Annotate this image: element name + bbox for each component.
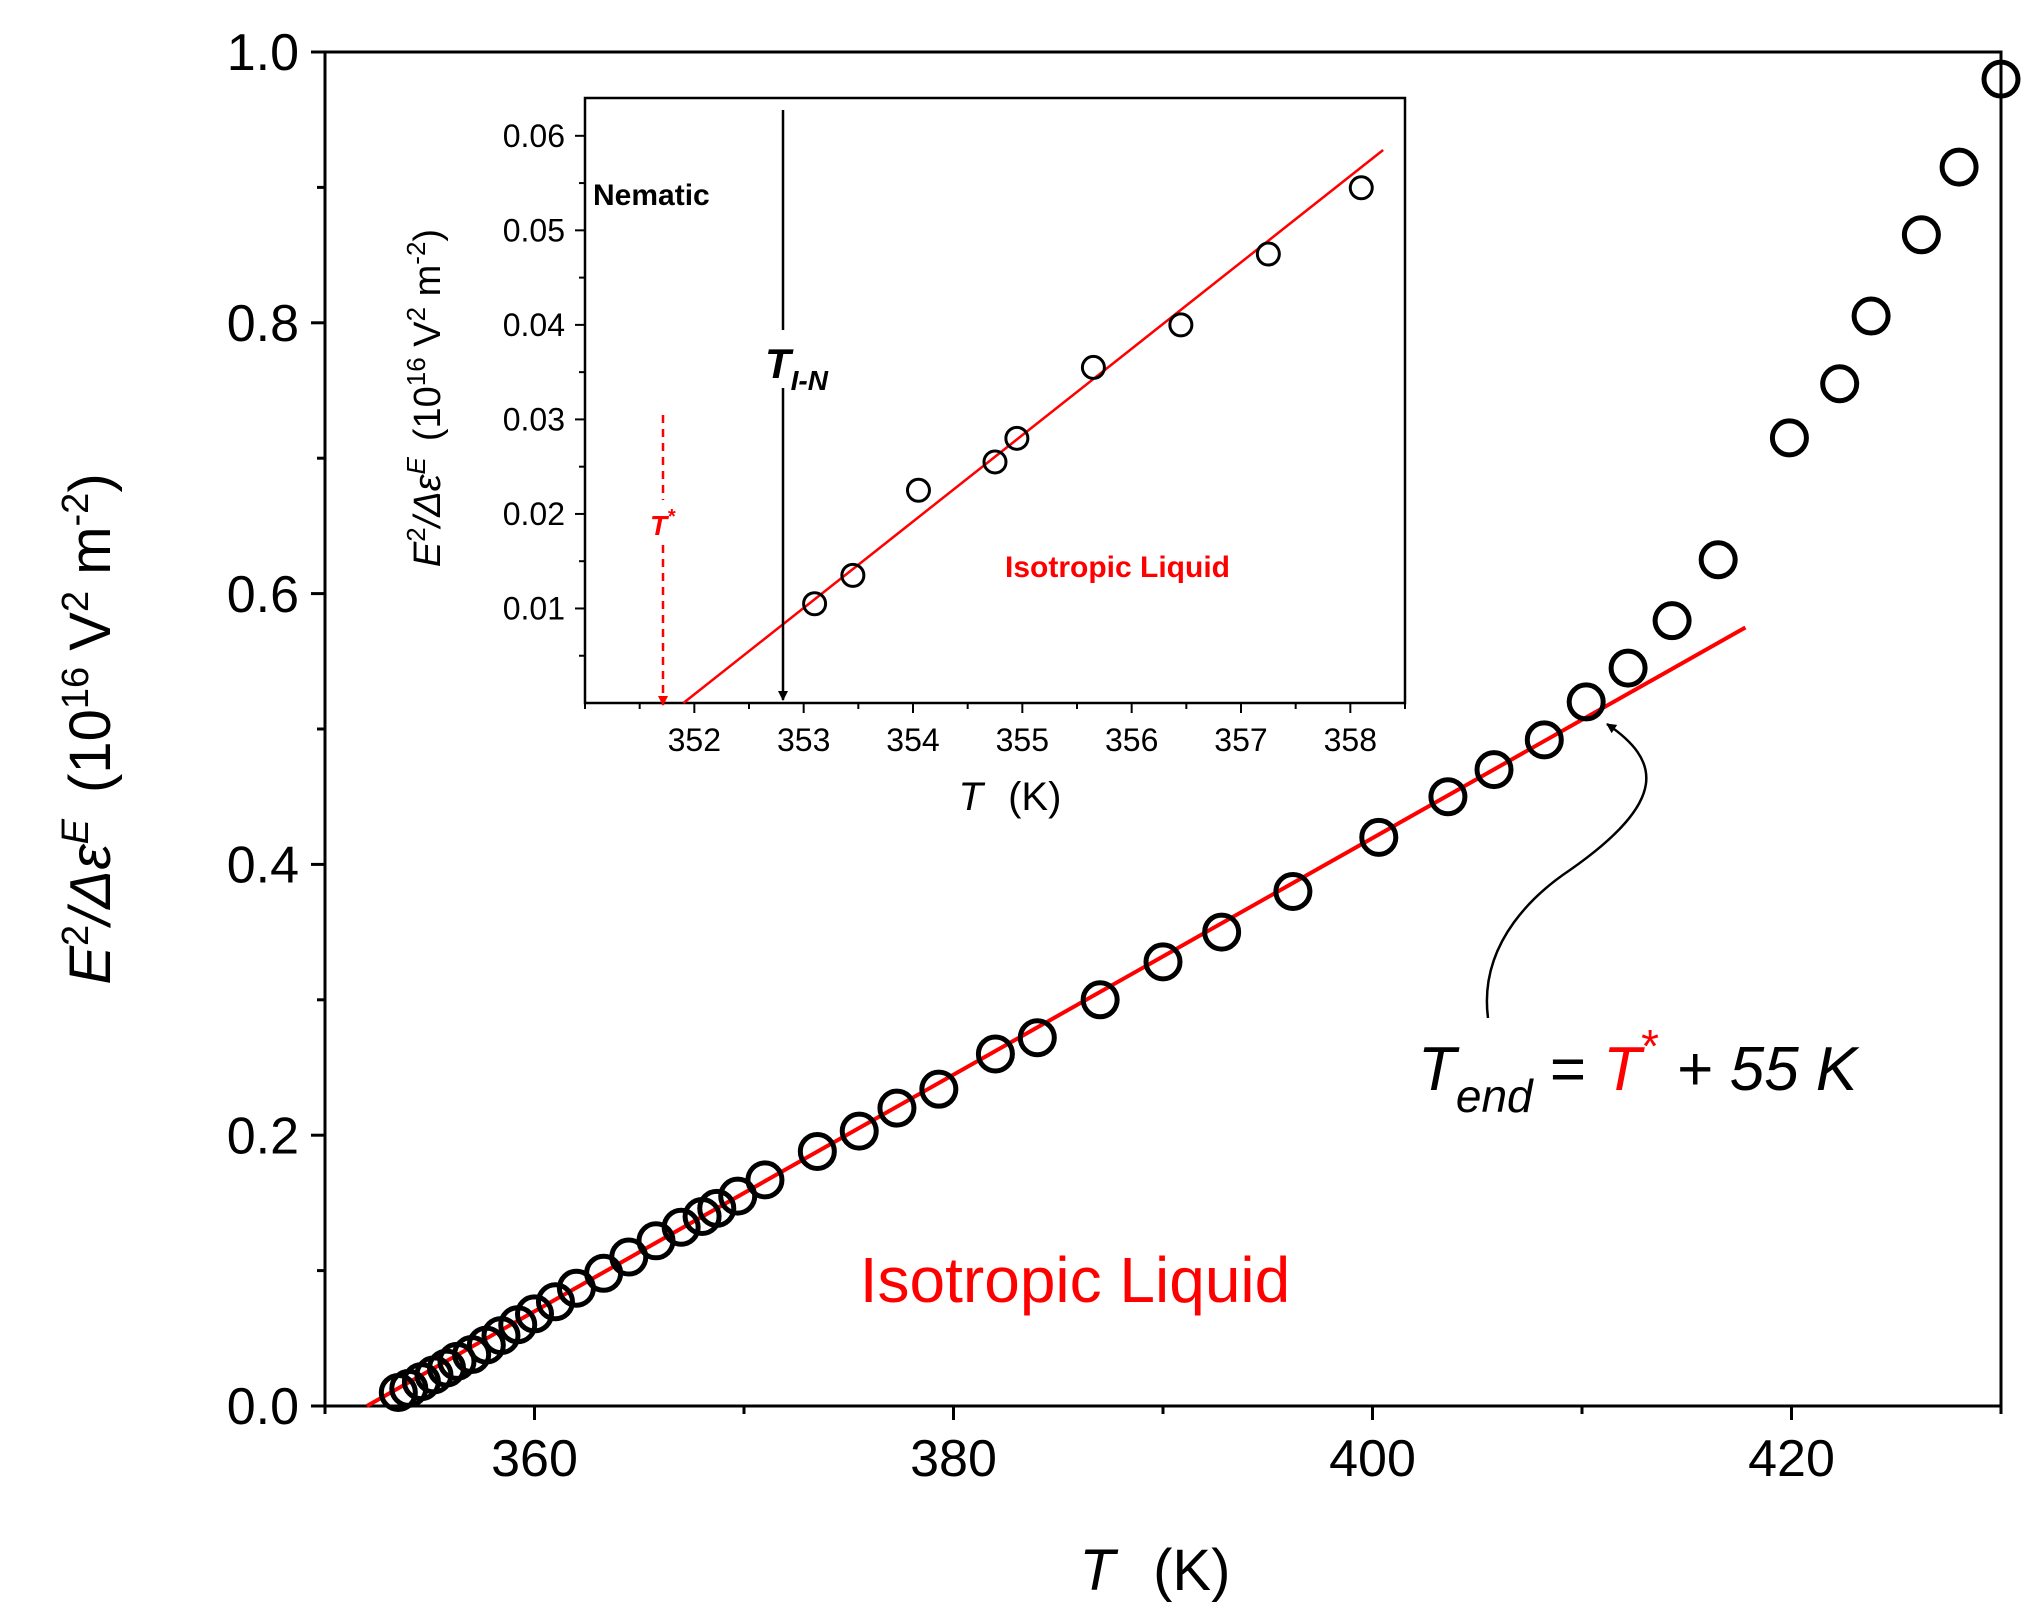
inset-x-axis-label: T (K) xyxy=(959,775,1062,819)
inset-x-tick-label: 356 xyxy=(1105,722,1158,758)
main-data-point xyxy=(877,1088,917,1128)
inset-data-point xyxy=(1004,425,1030,451)
inset-x-axis: 352 353 354 355 356 357 358 xyxy=(584,703,1406,758)
main-y-tick-label: 0.4 xyxy=(227,837,299,895)
main-data-point xyxy=(1202,912,1242,952)
main-data-point xyxy=(745,1160,785,1200)
main-data-point xyxy=(535,1282,575,1322)
main-x-axis: 360 380 400 420 xyxy=(323,1406,2003,1488)
main-fit-line-group xyxy=(365,625,1747,1408)
main-data-point xyxy=(1524,720,1564,760)
inset-y-tick-label: 0.03 xyxy=(503,402,565,438)
inset-x-tick-label: 352 xyxy=(668,722,721,758)
main-data-point xyxy=(661,1207,701,1247)
inset-nematic-label: Nematic xyxy=(593,179,710,212)
main-y-tick-label: 1.0 xyxy=(227,24,299,82)
tstar-label: T* xyxy=(650,506,676,541)
inset-y-tick-label: 0.05 xyxy=(503,213,565,249)
inset-plot-background xyxy=(585,98,1405,703)
inset-data-point xyxy=(1080,354,1106,380)
main-data-point xyxy=(1939,147,1979,187)
main-data-point xyxy=(1608,648,1648,688)
main-x-tick-label: 360 xyxy=(491,1430,578,1488)
inset-y-axis-label: E2/ΔεE(1016 V2 m-2) xyxy=(401,229,449,567)
inset-data-points xyxy=(802,175,1374,617)
inset-x-tick-label: 357 xyxy=(1214,722,1267,758)
main-x-axis-label: T (K) xyxy=(1080,1538,1231,1603)
tin-label: TI-N xyxy=(765,340,829,396)
main-data-point xyxy=(1017,1018,1057,1058)
inset-data-point xyxy=(1348,175,1374,201)
inset-y-tick-label: 0.06 xyxy=(503,118,565,154)
main-data-point xyxy=(1769,418,1809,458)
main-x-tick-label: 420 xyxy=(1748,1430,1835,1488)
inset-data-point xyxy=(905,477,931,503)
main-data-point xyxy=(1080,980,1120,1020)
inset-data-point xyxy=(840,562,866,588)
inset-data-point xyxy=(802,591,828,617)
main-data-point xyxy=(515,1294,554,1334)
main-isotropic-liquid-label: Isotropic Liquid xyxy=(860,1244,1290,1316)
main-data-point xyxy=(1273,871,1313,911)
main-y-tick-label: 0.2 xyxy=(227,1107,299,1165)
main-plot: 360 380 400 420 0.0 0.2 0.4 0.6 0.8 1.0 T (K) E2… xyxy=(55,24,2021,1603)
main-data-point xyxy=(1981,59,2021,99)
tend-arrow xyxy=(1485,722,1648,1019)
main-data-point xyxy=(1851,296,1891,336)
inset-y-axis: 0.01 0.02 0.03 0.04 0.05 0.06 xyxy=(503,118,585,657)
inset-plot: 352 353 354 355 356 357 358 0.010.020.030.040.… xyxy=(401,96,1407,819)
inset-data-point xyxy=(1255,241,1281,267)
inset-x-tick-label: 355 xyxy=(996,722,1049,758)
inset-x-tick-label: 353 xyxy=(777,722,830,758)
main-data-point xyxy=(839,1111,879,1151)
main-fit-line xyxy=(365,625,1747,1408)
inset-y-tick-label: 0.01 xyxy=(503,591,565,627)
main-data-point xyxy=(1474,750,1514,790)
inset-x-tick-label: 358 xyxy=(1324,722,1377,758)
inset-plot-frame xyxy=(583,96,1407,705)
main-data-point xyxy=(1566,682,1606,722)
inset-data-point xyxy=(1168,312,1194,338)
main-y-axis: 0.0 0.2 0.4 0.6 0.8 1.0 xyxy=(227,24,325,1436)
main-y-tick-label: 0.8 xyxy=(227,295,299,353)
inset-y-tick-label: 0.04 xyxy=(503,307,565,343)
inset-isotropic-liquid-label: Isotropic Liquid xyxy=(1005,551,1230,584)
main-data-point xyxy=(1698,540,1738,580)
main-x-tick-label: 400 xyxy=(1329,1430,1416,1488)
main-y-axis-label: E2/ΔεE(1016 V2 m-2) xyxy=(55,473,123,984)
main-data-point xyxy=(797,1131,837,1171)
main-data-point xyxy=(1820,364,1860,404)
tend-annotation: Tend = T* + 55 K xyxy=(1418,1020,1860,1122)
main-y-tick-label: 0.0 xyxy=(227,1378,299,1436)
main-y-tick-label: 0.6 xyxy=(227,566,299,624)
main-data-points xyxy=(378,59,2021,1412)
main-data-point xyxy=(975,1034,1015,1074)
main-x-tick-label: 380 xyxy=(910,1430,997,1488)
main-data-point xyxy=(697,1188,737,1228)
main-data-point xyxy=(919,1069,959,1109)
main-data-point xyxy=(1901,215,1941,255)
main-data-point xyxy=(1143,942,1183,982)
main-data-point xyxy=(1359,817,1399,857)
inset-x-tick-label: 354 xyxy=(886,722,939,758)
inset-y-tick-label: 0.02 xyxy=(503,496,565,532)
main-data-point xyxy=(1428,777,1468,817)
inset-data-point xyxy=(982,449,1008,475)
main-data-point xyxy=(1652,601,1692,641)
